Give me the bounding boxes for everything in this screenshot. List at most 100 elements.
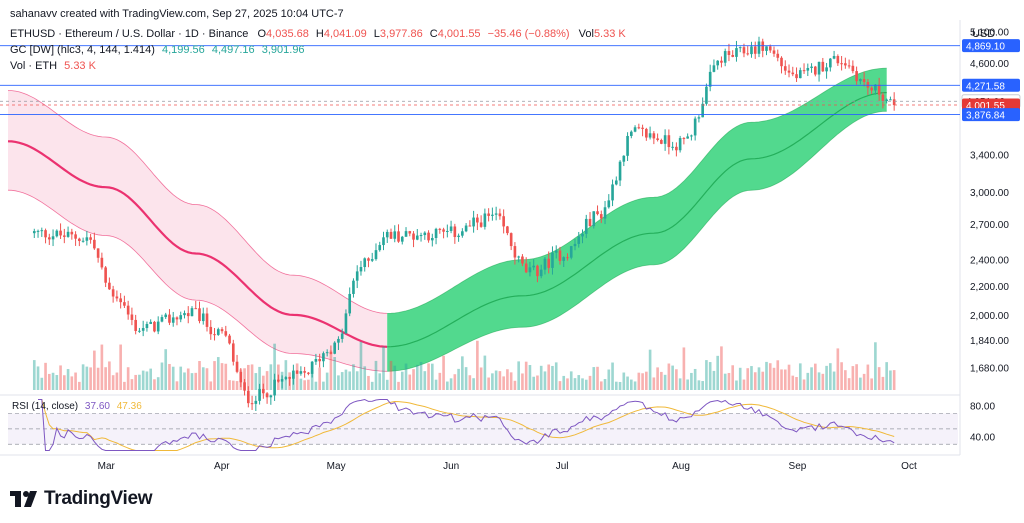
volume-bar (847, 378, 851, 390)
volume-bar (81, 364, 85, 390)
candle-body (566, 257, 569, 259)
volume-bar (783, 369, 787, 390)
ohlc-volume: Vol5.33 K (578, 28, 626, 40)
candle-body (524, 263, 528, 273)
volume-bar (36, 366, 40, 390)
volume-bar (566, 378, 569, 390)
volume-bar (280, 371, 284, 390)
candle-body (314, 358, 318, 362)
candle-body (690, 135, 693, 137)
candle-body (614, 180, 618, 185)
volume-bar (250, 364, 254, 390)
volume-bar (295, 363, 299, 390)
candle-body (547, 258, 551, 268)
volume-bar (675, 369, 678, 390)
volume-bar (757, 367, 761, 390)
volume-bar (727, 372, 731, 390)
volume-bar (588, 375, 592, 390)
candle-body (100, 257, 104, 268)
candle-body (859, 79, 862, 82)
volume-bar (821, 373, 825, 390)
volume-bar (269, 364, 273, 390)
candle-body (795, 74, 798, 79)
volume-bar (558, 381, 562, 390)
candle-body (108, 282, 111, 290)
volume-bar (810, 367, 813, 390)
candle-body (111, 289, 115, 297)
candle-body (370, 259, 374, 261)
volume-bar (637, 372, 641, 390)
volume-bar (802, 379, 806, 390)
volume-bar (209, 381, 213, 390)
ohlc-close: C4,001.55 (429, 28, 481, 40)
candle-body (686, 136, 689, 139)
candle-body (476, 217, 479, 223)
candle-body (539, 269, 543, 277)
volume-bar (472, 378, 475, 390)
candle-body (254, 400, 258, 404)
volume-bar (618, 381, 622, 390)
volume-bar (337, 375, 340, 390)
rsi-y-tick-label: 80.00 (970, 402, 995, 413)
volume-bar (513, 380, 517, 390)
volume-bar (622, 372, 626, 390)
volume-bar (494, 370, 498, 390)
volume-bar (408, 374, 412, 390)
volume-bar (44, 362, 47, 390)
volume-bar (705, 360, 708, 390)
volume-bar (153, 379, 156, 390)
volume-bar (874, 342, 877, 390)
volume-bar (716, 355, 719, 390)
candle-body (89, 237, 92, 240)
volume-bar (798, 363, 802, 390)
volume-bar (430, 363, 434, 390)
candle-body (153, 321, 156, 332)
volume-bar (832, 371, 836, 390)
x-tick-label: Mar (98, 461, 116, 472)
candle-body (228, 335, 231, 344)
volume-bar (468, 375, 472, 390)
candle-body (656, 138, 659, 140)
candle-body (603, 207, 607, 219)
candle-body (438, 228, 442, 230)
volume-bar (731, 365, 735, 390)
volume-bar (554, 362, 558, 390)
volume-bar (194, 372, 198, 390)
volume-bar (483, 355, 487, 390)
candle-body (720, 60, 723, 63)
volume-bar (363, 366, 367, 390)
y-tick-label: 2,400.00 (970, 256, 1009, 267)
volume-bar (881, 376, 885, 390)
candle-body (352, 280, 355, 294)
candle-body (307, 372, 310, 374)
price-label-text: 4,001.55 (966, 101, 1005, 112)
candle-body (325, 352, 329, 354)
volume-bar (712, 370, 716, 390)
candle-body (427, 232, 430, 241)
candle-body (209, 326, 213, 335)
volume-bar (55, 375, 59, 390)
volume-bar (231, 380, 235, 390)
candle-body (622, 155, 626, 162)
candle-body (378, 245, 382, 251)
volume-bar (795, 377, 798, 390)
volume-bar (393, 365, 397, 390)
candle-body (374, 250, 378, 260)
volume-bar (524, 361, 528, 390)
candle-body (573, 243, 577, 247)
candle-body (630, 131, 633, 136)
volume-bar (825, 365, 828, 390)
candle-body (479, 222, 483, 227)
candle-body (404, 231, 408, 237)
volume-bar (378, 373, 382, 390)
volume-bar (746, 368, 750, 390)
volume-bar (201, 367, 205, 390)
candle-body (295, 370, 299, 374)
volume-bar (446, 381, 449, 390)
volume-bar (517, 361, 520, 390)
volume-bar (660, 371, 663, 390)
candle-body (588, 218, 592, 227)
volume-bar (592, 367, 596, 390)
volume-bar (479, 367, 483, 390)
currency-label: USD (972, 28, 996, 40)
